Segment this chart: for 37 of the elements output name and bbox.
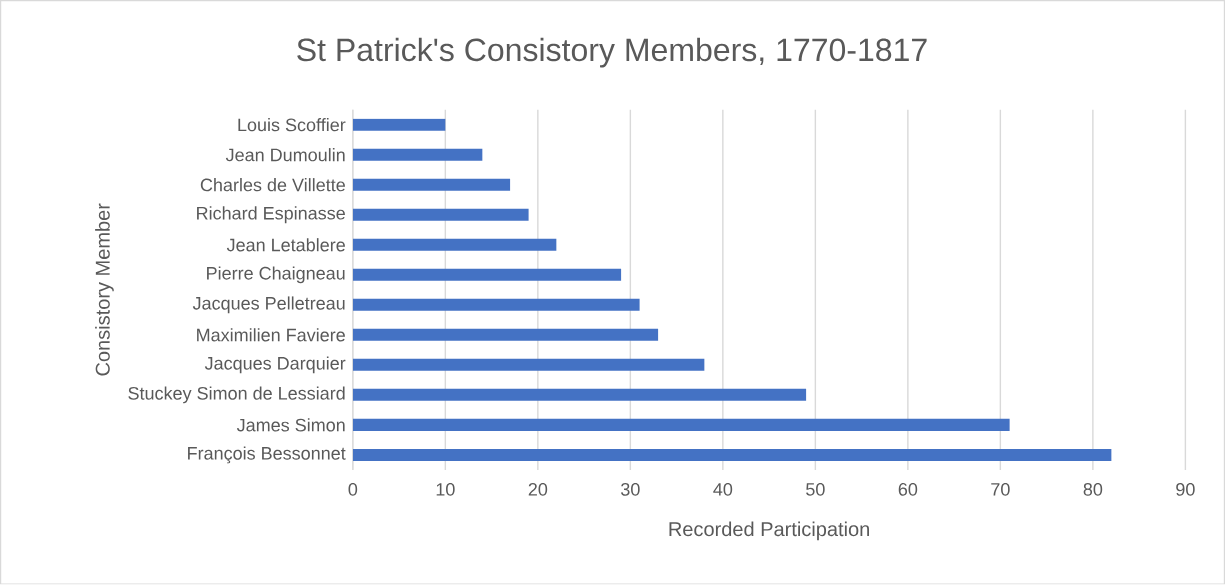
x-tick-label: 20 <box>528 483 548 496</box>
chart-title: St Patrick's Consistory Members, 1770-1817 <box>297 37 927 68</box>
bar <box>352 208 529 221</box>
y-tick-label: Jacques Darquier <box>204 356 346 374</box>
bar <box>352 449 1112 462</box>
bar <box>352 238 557 251</box>
y-tick-label: Stuckey Simon de Lessiard <box>128 386 345 404</box>
x-tick-label: 70 <box>991 483 1010 496</box>
x-tick-label: 10 <box>436 483 455 496</box>
x-tick-label: 50 <box>806 483 825 496</box>
y-tick-label: Jean Dumoulin <box>225 148 345 162</box>
x-tick-label: 40 <box>713 483 733 496</box>
bar <box>352 359 705 372</box>
y-tick-label: Richard Espinasse <box>197 206 345 224</box>
x-tick-label: 0 <box>348 483 358 496</box>
x-tick-label: 80 <box>1083 483 1103 496</box>
x-tick-label: 60 <box>898 483 918 496</box>
y-tick-label: Jean Letablere <box>226 238 345 252</box>
y-tick-label: Louis Scoffier <box>238 118 346 132</box>
y-tick-label: Charles de Villette <box>200 178 345 192</box>
y-tick-label: Jacques Pelletreau <box>192 296 345 314</box>
bar <box>352 299 640 312</box>
bar <box>352 268 622 281</box>
y-tick-label: François Bessonnet <box>188 446 346 464</box>
x-tick-label: 30 <box>621 483 640 496</box>
bar <box>352 389 807 402</box>
y-axis-title: Consistory Member <box>95 203 114 376</box>
bar <box>352 419 1010 432</box>
y-tick-label: Pierre Chaigneau <box>207 266 345 284</box>
x-tick-label: 90 <box>1176 483 1195 496</box>
bar <box>352 329 659 342</box>
bar <box>352 178 511 191</box>
y-tick-label: Maximilien Faviere <box>197 328 345 342</box>
y-tick-label: James Simon <box>236 418 345 432</box>
x-axis-title: Recorded Participation <box>669 521 869 541</box>
bar <box>352 118 446 131</box>
bar <box>352 148 483 161</box>
